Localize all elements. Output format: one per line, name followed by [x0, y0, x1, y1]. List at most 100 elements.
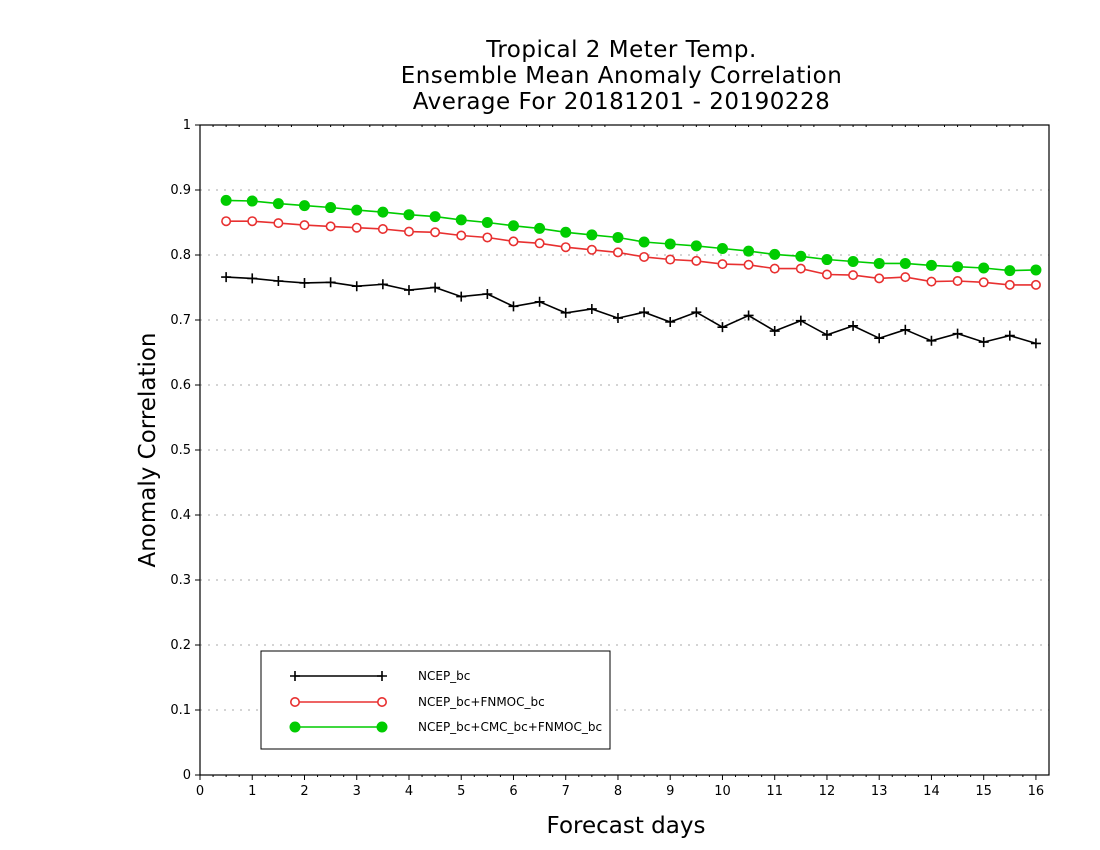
data-point-marker: [769, 326, 780, 337]
chart-title-line-1: Tropical 2 Meter Temp.: [486, 37, 757, 63]
x-tick-label: 14: [923, 784, 940, 799]
x-tick-label: 5: [457, 784, 465, 799]
data-point-marker: [456, 230, 467, 241]
data-point-marker: [351, 222, 362, 233]
data-point-marker: [482, 289, 493, 299]
data-point-marker: [290, 671, 300, 681]
data-point-marker: [430, 227, 441, 238]
data-point-marker: [900, 324, 911, 335]
data-point-marker: [456, 291, 467, 302]
x-tick-label: 0: [196, 784, 204, 799]
data-point-marker: [612, 313, 623, 324]
data-point-marker: [639, 307, 650, 318]
x-tick-label: 8: [614, 784, 622, 799]
data-point-marker: [481, 217, 493, 228]
x-tick-label: 6: [509, 784, 517, 799]
data-point-marker: [821, 254, 833, 266]
data-point-marker: [560, 242, 571, 253]
y-tick-label: 0.1: [170, 703, 191, 718]
data-point-marker: [246, 195, 258, 207]
y-tick-label: 0.2: [170, 638, 191, 653]
x-tick-label: 10: [714, 784, 731, 799]
data-point-marker: [821, 269, 832, 280]
data-point-marker: [691, 255, 702, 266]
data-point-marker: [377, 671, 387, 681]
y-axis: 0 0.1 0.2 0.3 0.4 0.5 0.6 0.7 0.8 0.9 1: [170, 118, 200, 783]
x-tick-label: 4: [405, 784, 413, 799]
data-point-marker: [273, 218, 284, 229]
data-point-marker: [952, 328, 963, 339]
data-point-marker: [325, 202, 337, 214]
data-point-marker: [717, 322, 728, 333]
data-point-marker: [848, 270, 859, 281]
data-point-marker: [455, 214, 467, 226]
x-axis-title: Forecast days: [547, 813, 706, 839]
chart-title-line-2: Ensemble Mean Anomaly Correlation: [400, 63, 843, 89]
data-point-marker: [1004, 279, 1015, 290]
legend-entry: NCEP_bc: [290, 669, 470, 683]
data-point-marker: [978, 262, 990, 274]
data-point-marker: [273, 276, 284, 286]
data-point-marker: [560, 226, 572, 238]
data-point-marker: [247, 216, 258, 227]
data-point-marker: [847, 256, 859, 267]
data-point-marker: [952, 261, 964, 273]
data-point-marker: [403, 226, 414, 237]
data-point-marker: [508, 236, 519, 247]
data-point-marker: [534, 296, 545, 307]
data-point-marker: [769, 263, 780, 274]
data-point-marker: [298, 200, 310, 212]
data-point-marker: [299, 277, 310, 288]
data-point-marker: [403, 209, 415, 221]
series-line: [226, 199, 1036, 272]
x-tick-label: 7: [562, 784, 570, 799]
data-point-marker: [299, 220, 310, 231]
data-point-marker: [639, 251, 650, 262]
data-point-marker: [665, 254, 676, 265]
x-tick-label: 1: [248, 784, 256, 799]
data-point-marker: [743, 259, 754, 270]
data-point-marker: [586, 229, 598, 241]
data-point-marker: [874, 333, 885, 344]
y-tick-label: 0.5: [170, 443, 191, 458]
data-point-marker: [272, 198, 284, 210]
data-point-marker: [1004, 265, 1016, 277]
data-point-marker: [289, 696, 300, 707]
data-point-marker: [482, 232, 493, 243]
data-point-marker: [795, 315, 806, 326]
series-NCEP_bc+FNMOC_bc: [221, 216, 1041, 290]
legend: NCEP_bc NCEP_bc+FNMOC_bc NCEP_bc+CMC_bc+FN…: [260, 650, 611, 750]
series-group: [220, 194, 1042, 349]
x-tick-label: 16: [1028, 784, 1045, 799]
data-point-marker: [221, 216, 232, 227]
y-tick-label: 0.4: [170, 508, 191, 523]
y-tick-label: 0.6: [170, 378, 191, 393]
x-tick-label: 12: [819, 784, 836, 799]
x-tick-label: 13: [871, 784, 888, 799]
data-point-marker: [716, 243, 728, 254]
data-point-marker: [978, 277, 989, 288]
legend-entry: NCEP_bc+CMC_bc+FNMOC_bc: [289, 720, 602, 734]
series-NCEP_bc: [221, 272, 1041, 349]
x-axis: 0 1 2 3 4 5 6 7 8 9 10 11 12 13 14 15 16: [196, 125, 1044, 799]
data-point-marker: [247, 273, 258, 284]
y-tick-label: 0.7: [170, 313, 191, 328]
data-point-marker: [952, 275, 963, 286]
data-point-marker: [377, 279, 388, 290]
data-point-marker: [926, 276, 937, 287]
data-point-marker: [221, 272, 232, 283]
data-point-marker: [560, 307, 571, 318]
data-point-marker: [978, 337, 989, 348]
data-point-marker: [925, 259, 937, 271]
data-point-marker: [821, 329, 832, 340]
data-point-marker: [900, 272, 911, 283]
legend-label: NCEP_bc: [418, 669, 470, 683]
series-line: [226, 276, 1037, 345]
grid-lines: [200, 189, 1049, 711]
data-point-marker: [403, 285, 414, 296]
data-point-marker: [1004, 330, 1015, 341]
data-point-marker: [795, 263, 806, 274]
x-tick-label: 15: [975, 784, 992, 799]
y-tick-label: 0.9: [170, 183, 191, 198]
series-NCEP_bc+CMC_bc+FNMOC_bc: [220, 194, 1042, 277]
